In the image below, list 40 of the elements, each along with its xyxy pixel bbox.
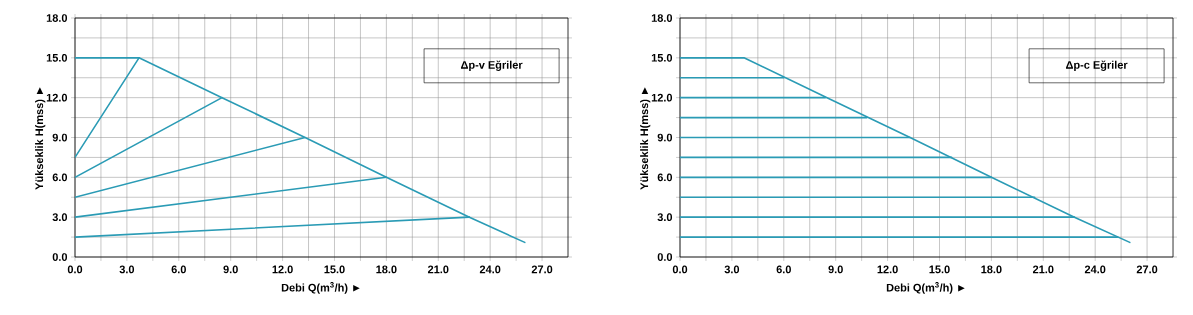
y-tick-label: 15.0 [651, 53, 673, 62]
x-tick-label: 12.0 [272, 265, 293, 274]
x-tick-label: 24.0 [1084, 265, 1106, 274]
y-tick-label: 18.0 [651, 14, 673, 22]
x-tick-label: 3.0 [119, 265, 135, 274]
x-tick-label: 6.0 [171, 265, 186, 274]
y-tick-label: 3.0 [657, 213, 673, 222]
annotation: Δp-v Eğriler [460, 60, 523, 71]
annotation: Δp-c Eğriler [1066, 60, 1128, 71]
x-tick-label: 24.0 [479, 265, 501, 274]
x-tick-label: 18.0 [981, 265, 1002, 274]
y-tick-label: 12.0 [651, 93, 673, 102]
x-tick-label: 12.0 [877, 265, 898, 274]
x-tick-label: 18.0 [376, 265, 397, 274]
y-tick-label: 6.0 [52, 173, 68, 182]
y-tick-label: 9.0 [657, 133, 673, 142]
x-axis-title: Debi Q(m$^{3}$/h) ► [886, 282, 965, 294]
x-tick-label: 15.0 [324, 265, 345, 274]
y-tick-label: 18.0 [46, 14, 68, 22]
y-axis-title: Yükseklik H(mss) ► [640, 87, 651, 190]
x-tick-label: 9.0 [828, 265, 843, 274]
y-tick-label: 12.0 [46, 93, 68, 102]
y-tick-label: 15.0 [46, 53, 68, 62]
x-tick-label: 21.0 [1032, 265, 1054, 274]
x-tick-label: 0.0 [67, 265, 83, 274]
x-tick-label: 27.0 [531, 265, 553, 274]
x-tick-label: 21.0 [427, 265, 449, 274]
y-tick-label: 9.0 [52, 133, 68, 142]
y-axis-title: Yükseklik H(mss) ► [35, 87, 46, 190]
y-tick-label: 0.0 [52, 253, 68, 261]
x-tick-label: 27.0 [1136, 265, 1158, 274]
x-tick-label: 0.0 [672, 265, 688, 274]
x-tick-label: 6.0 [776, 265, 791, 274]
y-tick-label: 0.0 [657, 253, 673, 261]
x-tick-label: 15.0 [929, 265, 950, 274]
x-tick-label: 9.0 [223, 265, 238, 274]
x-axis-title: Debi Q(m$^{3}$/h) ► [281, 282, 360, 294]
y-tick-label: 6.0 [657, 173, 673, 182]
y-tick-label: 3.0 [52, 213, 68, 222]
x-tick-label: 3.0 [724, 265, 740, 274]
